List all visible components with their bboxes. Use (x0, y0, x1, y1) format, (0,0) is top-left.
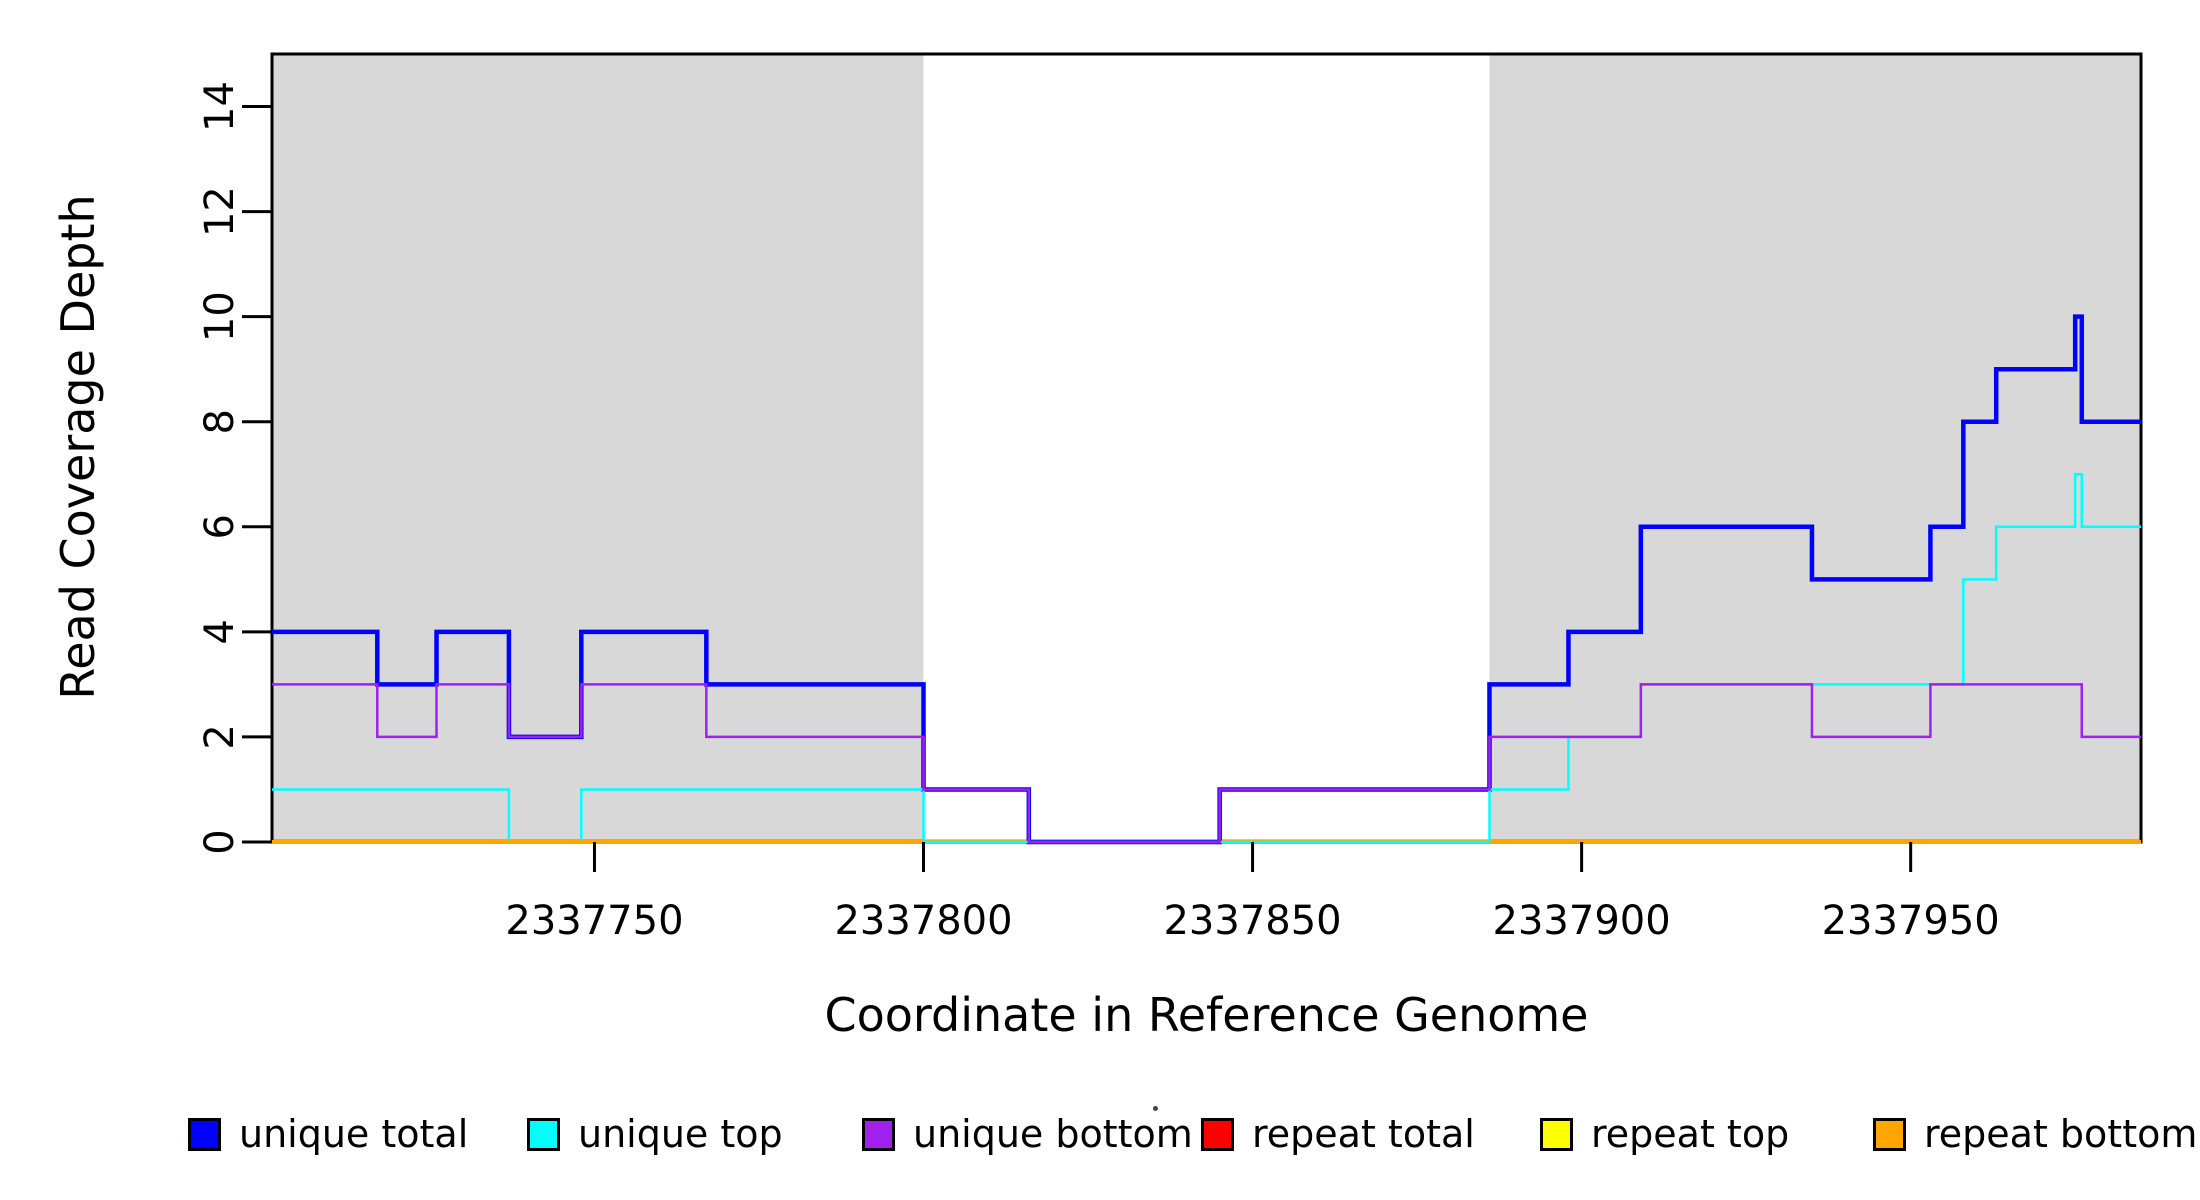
x-tick-label: 2337800 (834, 898, 1012, 944)
shaded-region-0 (272, 54, 924, 842)
unique-bottom-swatch-icon (862, 1117, 895, 1151)
legend-label: unique bottom (913, 1112, 1193, 1156)
legend-entry-unique-total: unique total (188, 1112, 468, 1156)
legend-entry-repeat-top: repeat top (1540, 1112, 1789, 1156)
y-tick-label: 14 (197, 81, 243, 132)
unique-total-swatch-icon (188, 1117, 221, 1151)
legend-entry-unique-top: unique top (527, 1112, 783, 1156)
x-axis-label: Coordinate in Reference Genome (824, 988, 1589, 1042)
y-tick-label: 6 (197, 514, 243, 539)
legend-entry-unique-bottom: unique bottom (862, 1112, 1193, 1156)
y-tick-label: 4 (197, 619, 243, 644)
legend-artifact-dot (1153, 1106, 1158, 1111)
repeat-bottom-swatch-icon (1873, 1117, 1906, 1151)
y-tick-label: 8 (197, 409, 243, 434)
x-tick-label: 2337900 (1493, 898, 1671, 944)
x-tick-label: 2337950 (1822, 898, 2000, 944)
unique-top-swatch-icon (527, 1117, 560, 1151)
legend-entry-repeat-total: repeat total (1201, 1112, 1475, 1156)
series-unique-bottom-line (272, 683, 2141, 844)
legend-entry-repeat-bottom: repeat bottom (1873, 1112, 2197, 1156)
y-tick-label: 0 (197, 829, 243, 854)
y-tick-label: 12 (197, 186, 243, 237)
legend-label: repeat top (1591, 1112, 1790, 1156)
y-axis-label: Read Coverage Depth (51, 194, 105, 700)
y-tick-label: 10 (197, 291, 243, 342)
repeat-top-swatch-icon (1540, 1117, 1573, 1151)
shaded-region-1 (1489, 54, 2141, 842)
legend-label: unique total (239, 1112, 469, 1156)
legend-label: unique top (578, 1112, 783, 1156)
x-tick-label: 2337850 (1163, 898, 1341, 944)
y-tick-label: 2 (197, 724, 243, 749)
x-tick-label: 2337750 (505, 898, 683, 944)
legend-label: repeat total (1252, 1112, 1475, 1156)
legend-label: repeat bottom (1924, 1112, 2198, 1156)
repeat-total-swatch-icon (1201, 1117, 1234, 1151)
